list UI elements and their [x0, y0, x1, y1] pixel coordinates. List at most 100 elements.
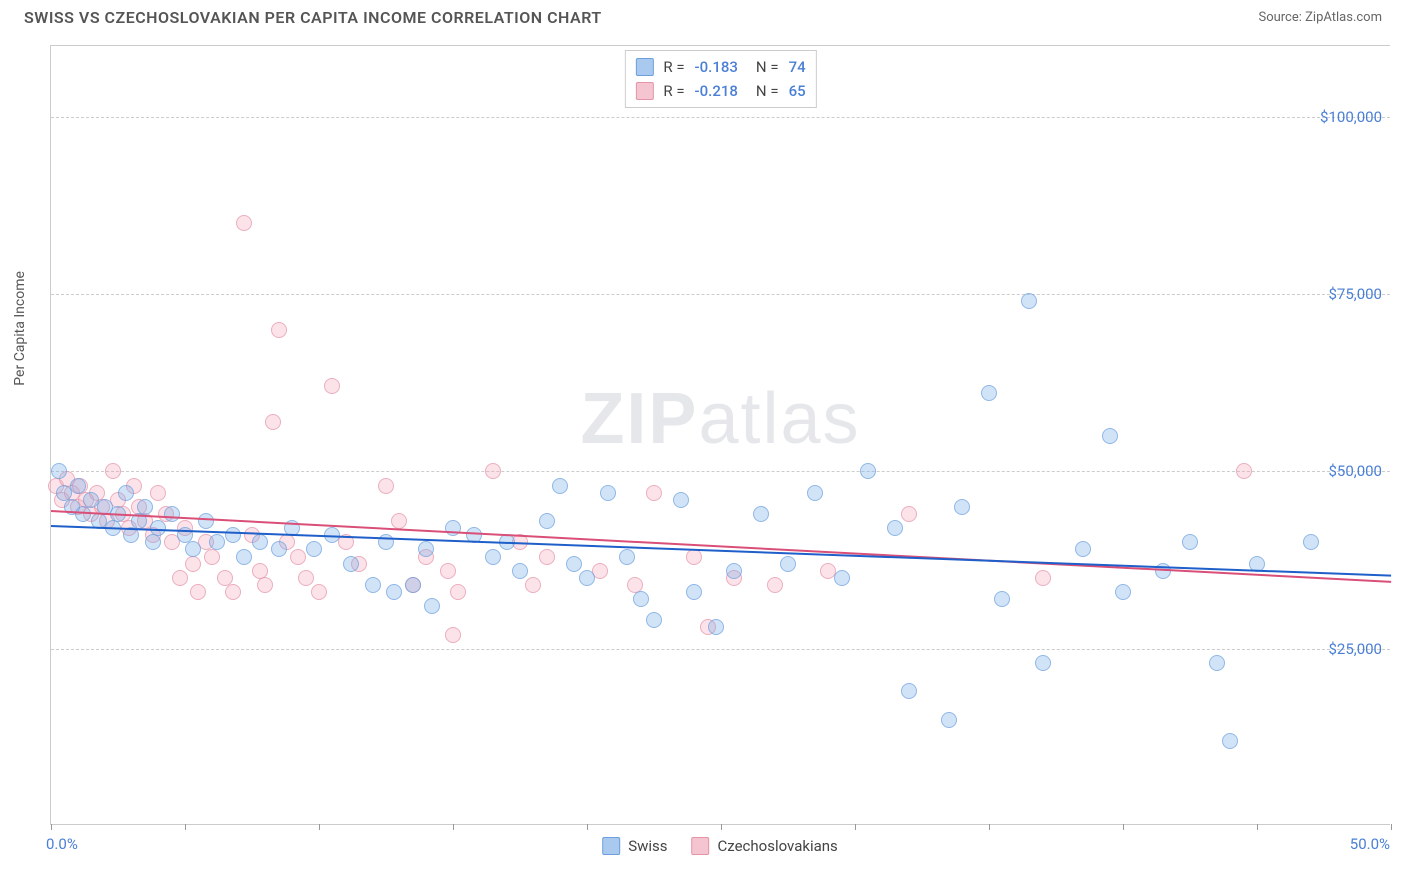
x-tick [319, 824, 320, 830]
swiss-point [271, 541, 287, 557]
x-tick [855, 824, 856, 830]
czech-point [298, 570, 314, 586]
swiss-point [252, 534, 268, 550]
swiss-point [1102, 428, 1118, 444]
chart-source: Source: ZipAtlas.com [1258, 10, 1382, 25]
swiss-point [1115, 584, 1131, 600]
chart-container: Per Capita Income ZIPatlas R = -0.183 N … [50, 45, 1390, 825]
swiss-point [686, 584, 702, 600]
swiss-point [552, 478, 568, 494]
y-tick-label: $50,000 [1328, 462, 1382, 480]
swiss-point [418, 541, 434, 557]
x-tick [185, 824, 186, 830]
y-axis-label: Per Capita Income [12, 271, 28, 386]
czech-point [539, 549, 555, 565]
swiss-point [633, 591, 649, 607]
x-tick [587, 824, 588, 830]
grid-line [51, 294, 1390, 295]
x-axis-end-label: 50.0% [1350, 835, 1390, 853]
watermark: ZIPatlas [580, 378, 860, 460]
czech-point [378, 478, 394, 494]
swiss-point [225, 527, 241, 543]
legend-swatch-swiss-icon [602, 837, 620, 855]
swiss-point [209, 534, 225, 550]
x-tick [51, 824, 52, 830]
czech-point [172, 570, 188, 586]
swiss-point [708, 619, 724, 635]
swiss-point [753, 506, 769, 522]
czech-point [450, 584, 466, 600]
x-tick [453, 824, 454, 830]
swiss-point [485, 549, 501, 565]
y-tick-label: $75,000 [1328, 285, 1382, 303]
czech-point [265, 414, 281, 430]
stats-row-czech: R = -0.218 N = 65 [635, 79, 805, 103]
czech-point [440, 563, 456, 579]
swiss-point [118, 485, 134, 501]
swatch-swiss-icon [635, 58, 653, 76]
czech-point [257, 577, 273, 593]
swiss-point [145, 534, 161, 550]
legend-label-swiss: Swiss [628, 837, 667, 855]
swiss-point [1035, 655, 1051, 671]
czech-point [271, 322, 287, 338]
plot-area: ZIPatlas R = -0.183 N = 74 R = -0.218 N … [50, 45, 1390, 825]
swiss-r-value: -0.183 [695, 55, 738, 79]
swiss-point [619, 549, 635, 565]
x-tick [989, 824, 990, 830]
legend-swatch-czech-icon [692, 837, 710, 855]
x-axis-start-label: 0.0% [46, 835, 78, 853]
swiss-point [994, 591, 1010, 607]
swiss-point [1209, 655, 1225, 671]
bottom-legend: Swiss Czechoslovakians [602, 837, 838, 855]
grid-line [51, 649, 1390, 650]
czech-point [1035, 570, 1051, 586]
x-tick [1257, 824, 1258, 830]
grid-line [51, 117, 1390, 118]
swiss-point [579, 570, 595, 586]
legend-item-swiss: Swiss [602, 837, 667, 855]
czech-point [311, 584, 327, 600]
swiss-point [137, 499, 153, 515]
czech-r-value: -0.218 [695, 79, 738, 103]
swiss-point [901, 683, 917, 699]
czech-point [445, 627, 461, 643]
swiss-point [860, 463, 876, 479]
czech-point [646, 485, 662, 501]
grid-line [51, 471, 1390, 472]
czech-point [485, 463, 501, 479]
x-tick [1391, 824, 1392, 830]
legend-item-czech: Czechoslovakians [692, 837, 838, 855]
swiss-point [236, 549, 252, 565]
czech-point [290, 549, 306, 565]
swiss-point [164, 506, 180, 522]
swiss-point [512, 563, 528, 579]
swiss-point [566, 556, 582, 572]
stats-box: R = -0.183 N = 74 R = -0.218 N = 65 [624, 50, 816, 108]
swiss-point [673, 492, 689, 508]
swiss-point [70, 478, 86, 494]
swiss-point [1182, 534, 1198, 550]
swiss-point [51, 463, 67, 479]
swiss-point [646, 612, 662, 628]
swiss-point [405, 577, 421, 593]
chart-title: SWISS VS CZECHOSLOVAKIAN PER CAPITA INCO… [24, 8, 602, 27]
swiss-point [445, 520, 461, 536]
czech-point [1236, 463, 1252, 479]
swiss-point [386, 584, 402, 600]
swiss-point [807, 485, 823, 501]
czech-point [190, 584, 206, 600]
swiss-n-value: 74 [789, 55, 806, 79]
czech-point [185, 556, 201, 572]
czech-point [324, 378, 340, 394]
swiss-point [1075, 541, 1091, 557]
czech-point [236, 215, 252, 231]
swiss-point [198, 513, 214, 529]
czech-point [391, 513, 407, 529]
swiss-point [185, 541, 201, 557]
swiss-point [600, 485, 616, 501]
czech-point [225, 584, 241, 600]
y-tick-label: $100,000 [1320, 108, 1382, 126]
swiss-point [1303, 534, 1319, 550]
swiss-point [1222, 733, 1238, 749]
